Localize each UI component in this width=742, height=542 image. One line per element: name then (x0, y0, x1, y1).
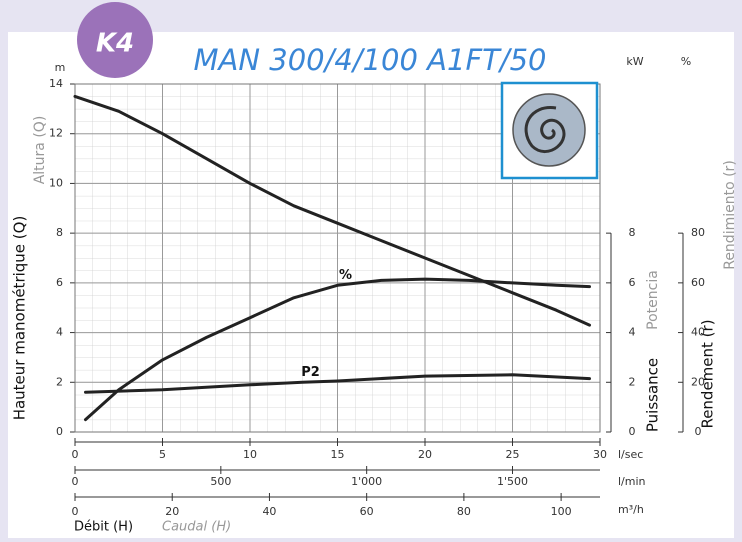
x-tick-label: 1'000 (351, 475, 382, 488)
series-line (84, 373, 591, 394)
chart-title: MAN 300/4/100 A1FT/50 (193, 43, 546, 77)
x-tick-label: 1'500 (497, 475, 528, 488)
y-unit: m (55, 61, 66, 74)
y3-label: Rendement (r) (699, 319, 717, 428)
x2-unit: l/min (618, 475, 646, 488)
x-tick-label: 0 (72, 448, 79, 461)
x-tick-label: 10 (243, 448, 257, 461)
badge-text: K4 (96, 29, 134, 59)
x-tick-label: 30 (593, 448, 607, 461)
x-label: Débit (H) (74, 520, 133, 535)
x-label-alt: Caudal (H) (162, 520, 231, 535)
x-tick-label: 20 (165, 505, 179, 518)
plot-border (74, 83, 601, 433)
series-line (73, 94, 591, 327)
series-line (84, 277, 591, 422)
impeller-icon (500, 81, 599, 180)
y-label-alt: Altura (Q) (32, 116, 48, 185)
y-tick-label: 2 (629, 375, 636, 388)
x-tick-label: 40 (262, 505, 276, 518)
y2-label-alt: Potencia (645, 270, 661, 330)
y-tick-label: 10 (49, 176, 63, 189)
x-tick-label: 0 (72, 505, 79, 518)
y-tick-label: 20 (691, 375, 705, 388)
series-label: P2 (301, 365, 320, 380)
y-tick-label: 14 (49, 77, 63, 90)
y-tick-label: 8 (56, 226, 63, 239)
y3-unit: % (681, 55, 691, 68)
y-tick-label: 6 (56, 276, 63, 289)
y2-label: Puissance (644, 358, 662, 432)
x-tick-label: 20 (418, 448, 432, 461)
y-tick-label: 8 (629, 226, 636, 239)
series-label: % (339, 268, 352, 283)
y-tick-label: 40 (691, 326, 705, 339)
badge (77, 2, 153, 78)
y-tick-label: 60 (691, 276, 705, 289)
y-tick-label: 0 (56, 425, 63, 438)
x3-unit: m³/h (618, 503, 644, 516)
x-tick-label: 0 (72, 475, 79, 488)
x-tick-label: 5 (159, 448, 166, 461)
x-tick-label: 25 (506, 448, 520, 461)
x-unit: l/sec (618, 448, 643, 461)
y3-label-alt: Rendimiento (r) (722, 160, 738, 270)
x-tick-label: 80 (457, 505, 471, 518)
y-tick-label: 4 (56, 326, 63, 339)
y-tick-label: 4 (629, 326, 636, 339)
x-tick-label: 100 (551, 505, 572, 518)
y-tick-label: 6 (629, 276, 636, 289)
x-tick-label: 500 (210, 475, 231, 488)
y-tick-label: 2 (56, 375, 63, 388)
x-tick-label: 60 (360, 505, 374, 518)
y-label: Hauteur manométrique (Q) (11, 216, 29, 421)
y-tick-label: 80 (691, 226, 705, 239)
y-tick-label: 12 (49, 127, 63, 140)
y2-unit: kW (626, 55, 643, 68)
x-tick-label: 15 (331, 448, 345, 461)
y-tick-label: 0 (695, 425, 702, 438)
y-tick-label: 0 (629, 425, 636, 438)
